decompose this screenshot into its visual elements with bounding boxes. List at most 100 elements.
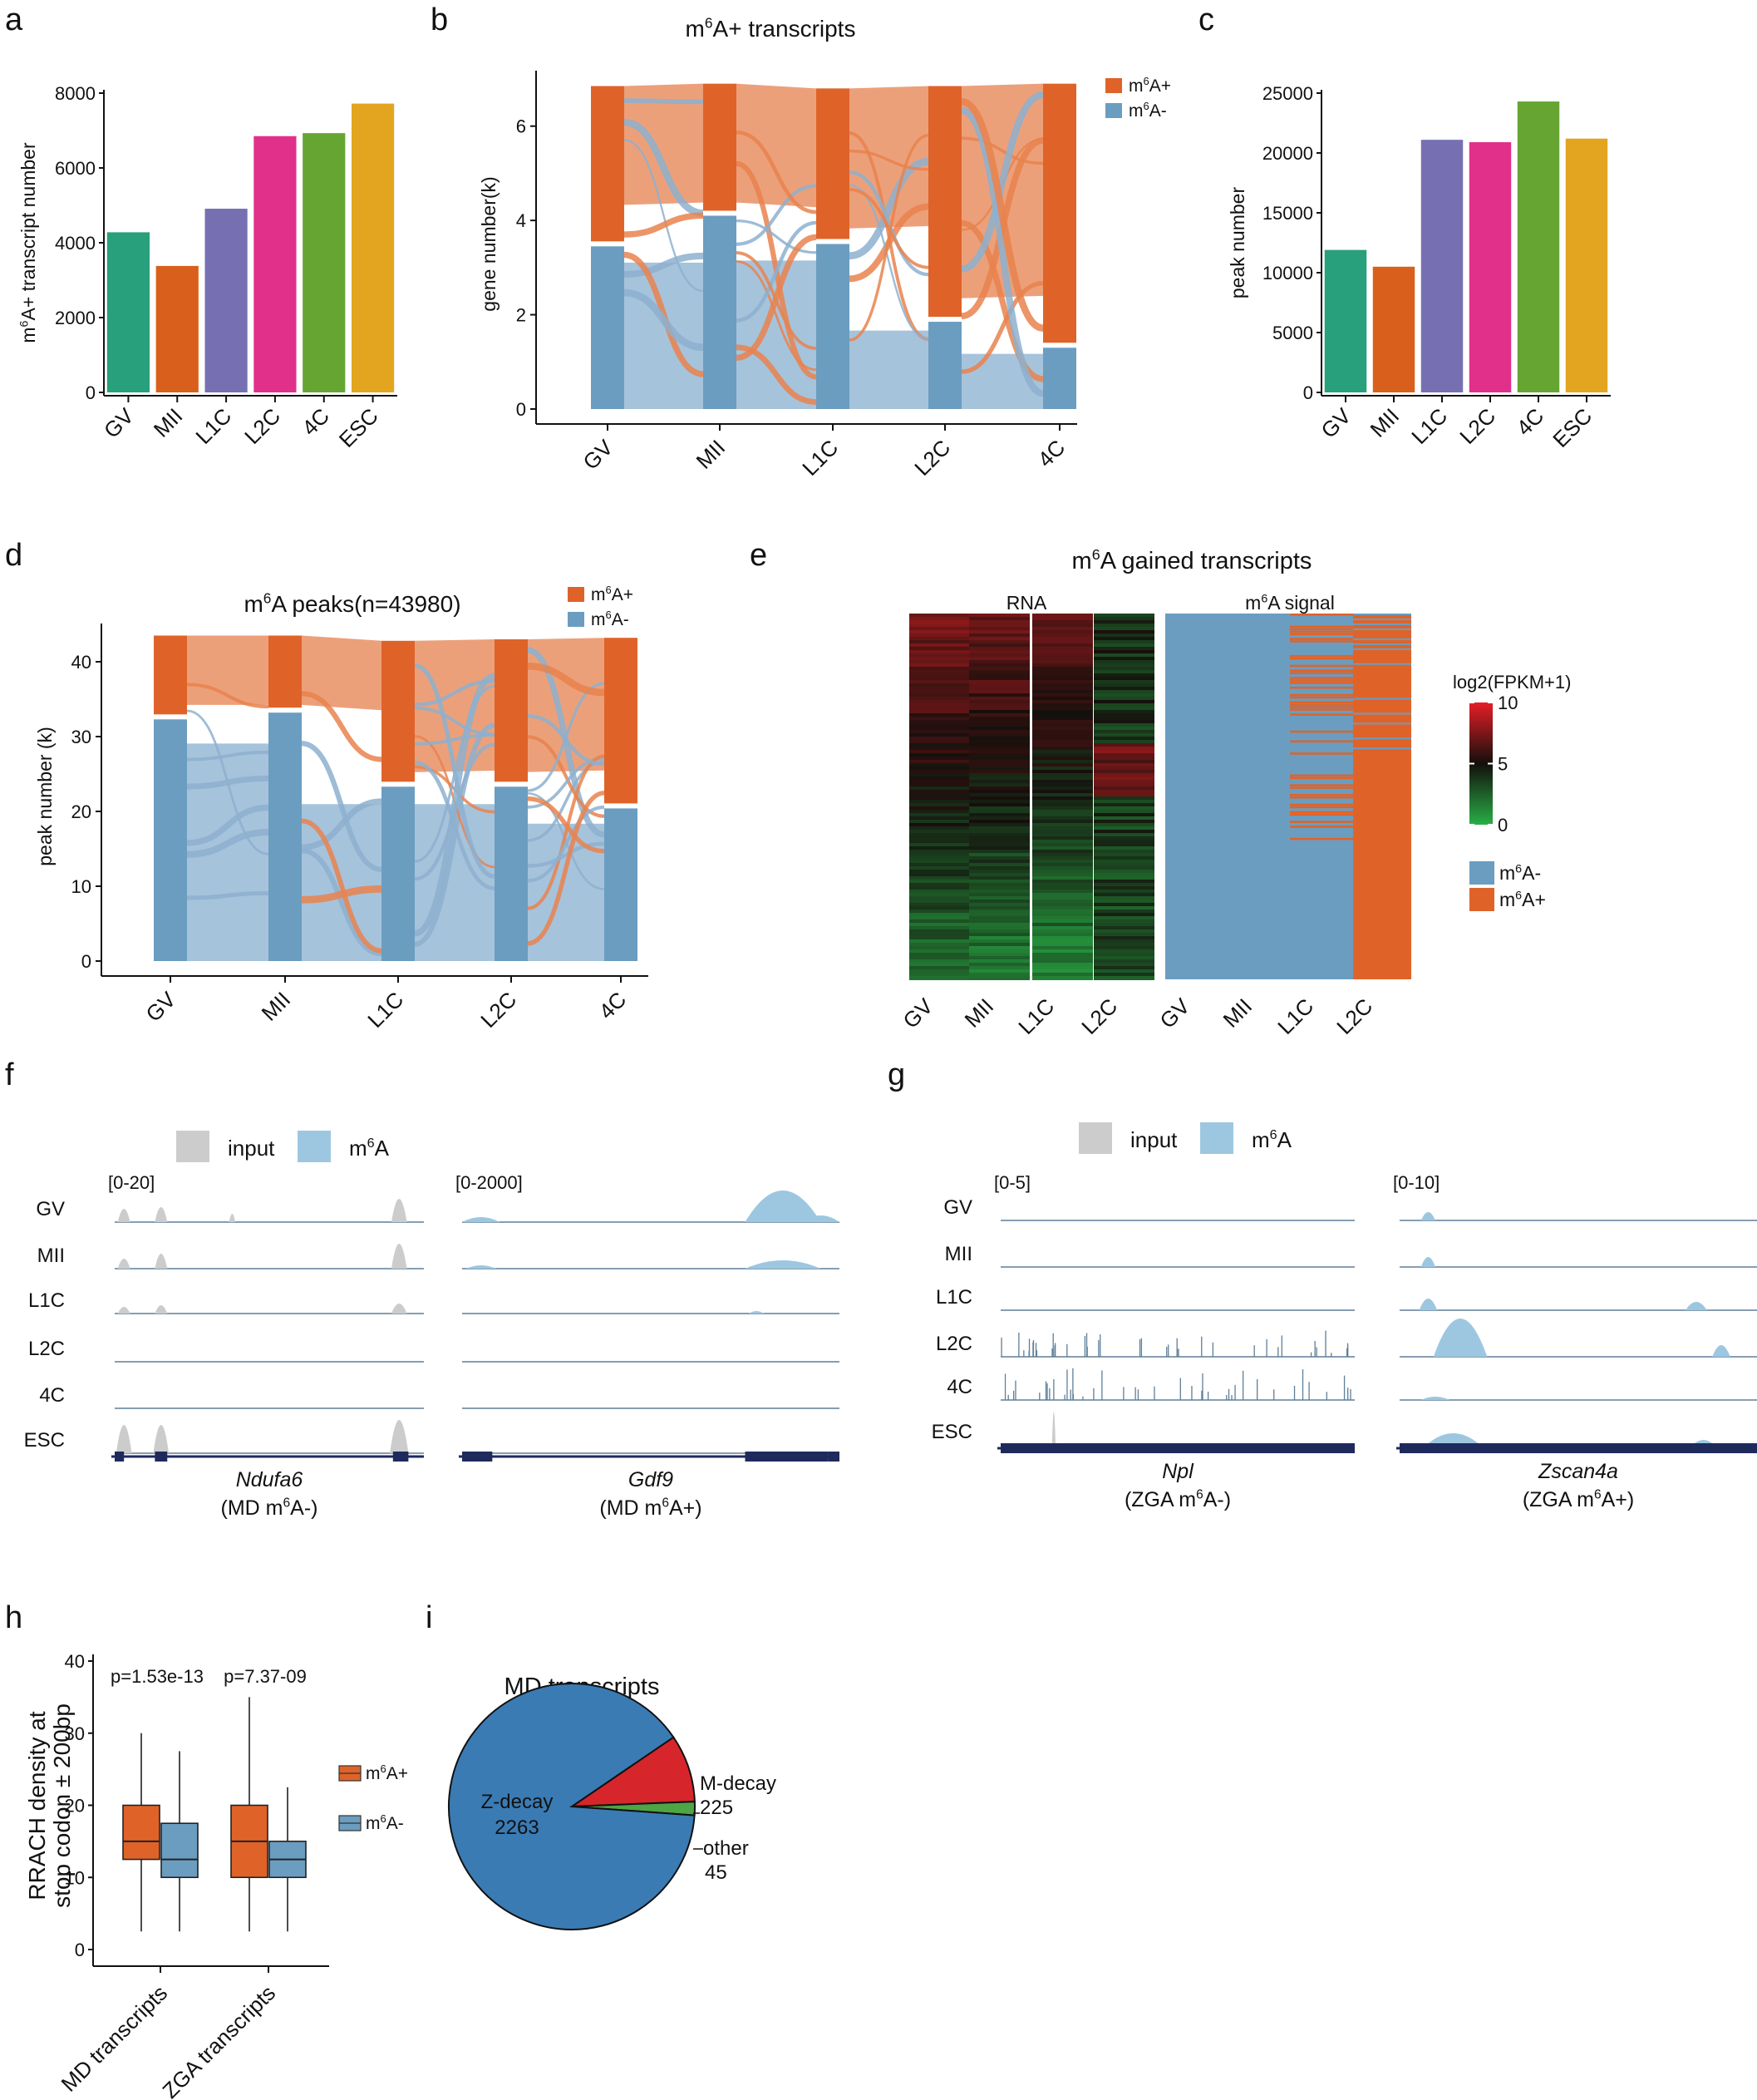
heatmap-cell-rna <box>1032 910 1093 914</box>
panel-letter-f: f <box>5 1057 14 1092</box>
flow-ribbon <box>623 288 704 352</box>
heatmap-cell-rna <box>909 620 970 624</box>
flow-ribbon <box>623 139 704 293</box>
bar-neg-GV <box>154 719 187 961</box>
heatmap-cell-rna <box>1094 747 1154 751</box>
heatmap-cell-rna <box>1032 850 1093 854</box>
track-row-label-4C: 4C <box>39 1384 65 1407</box>
heatmap-cell-rna <box>909 893 970 897</box>
heatmap-cell-rna <box>909 840 970 844</box>
heatmap-cell-rna <box>1032 640 1093 644</box>
heatmap-cell-rna <box>909 750 970 754</box>
heatmap-cell-rna <box>909 693 970 698</box>
bar-neg-L2C <box>928 322 962 409</box>
heatmap-cell-rna <box>1032 820 1093 824</box>
heatmap-cell-rna <box>1032 650 1093 654</box>
flow-ribbon <box>527 796 605 854</box>
heatmap-cell-rna <box>1094 860 1154 864</box>
bar-L2C <box>1469 142 1512 393</box>
heatmap-cell-rna <box>1032 903 1093 907</box>
heatmap-cell-rna <box>1094 637 1154 641</box>
bar-neg-4C <box>604 808 637 961</box>
heatmap-m6a-stripe <box>1353 648 1411 650</box>
heatmap-cell-rna <box>969 733 1030 737</box>
bar-pos-4C <box>1043 83 1076 343</box>
legend-label-pos: m6A+ <box>591 584 633 604</box>
heatmap-cell-rna <box>969 710 1030 714</box>
heatmap-cell-rna <box>909 966 970 970</box>
heatmap-cell-rna <box>969 816 1030 821</box>
heatmap-cell-rna <box>909 830 970 834</box>
flow-ribbon <box>414 706 495 737</box>
heatmap-cell-rna <box>1032 840 1093 844</box>
y-tick-label: 10 <box>65 1867 85 1888</box>
heatmap-cell-rna <box>969 697 1030 701</box>
heatmap-cell-rna <box>1094 650 1154 654</box>
x-tick-label-0: MD transcripts <box>57 1980 173 2097</box>
track-row-label-GV: GV <box>943 1196 972 1219</box>
bar-pos-4C <box>604 638 637 804</box>
flow-ribbon <box>186 804 269 846</box>
heatmap-cell-rna <box>1094 773 1154 777</box>
panel-letter-i: i <box>426 1600 432 1635</box>
heatmap-cell-rna <box>1094 776 1154 781</box>
heatmap-cell-rna <box>1032 737 1093 741</box>
heatmap-cell-rna <box>969 870 1030 874</box>
x-tick-label-MII: MII <box>691 435 730 474</box>
heatmap-m6a-stripe <box>1353 737 1411 740</box>
heatmap-cell-rna <box>909 770 970 774</box>
heatmap-cell-rna <box>1032 693 1093 698</box>
legend-label-input: input <box>228 1136 275 1161</box>
gene-model-exon <box>462 1452 493 1462</box>
heatmap-cell-rna <box>909 973 970 977</box>
heatmap-cell-rna <box>1094 643 1154 648</box>
heatmap-cell-rna <box>1094 796 1154 801</box>
heatmap-cell-rna <box>909 820 970 824</box>
heatmap-cell-rna <box>969 939 1030 944</box>
heatmap-cell-rna <box>1032 770 1093 774</box>
heatmap-cell-rna <box>909 773 970 777</box>
heatmap-cell-rna <box>1094 949 1154 954</box>
y-tick-label: 2000 <box>55 308 96 328</box>
heatmap-cell-rna <box>1094 830 1154 834</box>
bar-L1C <box>204 209 248 392</box>
bar-ESC <box>351 103 395 392</box>
heatmap-cell-rna <box>969 963 1030 967</box>
heatmap-cell-rna <box>1032 796 1093 801</box>
heatmap-cell-rna <box>1094 946 1154 950</box>
heatmap-cell-rna <box>1094 624 1154 628</box>
heatmap-cell-rna <box>909 660 970 664</box>
heatmap-m6a-stripe <box>1290 664 1353 668</box>
y-tick-label: 4 <box>516 210 526 231</box>
panel-letter-h: h <box>5 1600 22 1635</box>
heatmap-cell-rna <box>909 969 970 974</box>
heatmap-cell-rna <box>1032 913 1093 917</box>
heatmap-cell-rna <box>909 803 970 807</box>
track-row-label-ESC: ESC <box>24 1429 65 1452</box>
heatmap-m6a-stripe <box>1353 698 1411 700</box>
heatmap-m6a-stripe <box>1290 682 1353 684</box>
gene-name-right: Zscan4a <box>1538 1460 1618 1483</box>
heatmap-m6a-stripe <box>1290 630 1353 633</box>
heatmap-cell-rna <box>1094 717 1154 721</box>
bar-neg-MII <box>703 215 736 409</box>
x-tick-label-4C: 4C <box>1033 435 1070 472</box>
flow-ribbon <box>186 750 269 762</box>
track-scale-left: [0-20] <box>108 1172 155 1193</box>
heatmap-cell-rna <box>969 786 1030 791</box>
heatmap-cell-rna <box>1094 680 1154 684</box>
bar-neg-L1C <box>816 244 849 409</box>
heatmap-cell-rna <box>1032 660 1093 664</box>
x-tick-label-GV: GV <box>140 987 180 1027</box>
heatmap-cell-rna <box>909 916 970 920</box>
gene-name-right: Gdf9 <box>628 1468 673 1491</box>
flow-ribbon <box>301 691 382 762</box>
heatmap-cell-rna <box>1094 856 1154 860</box>
heatmap-cell-rna <box>1094 893 1154 897</box>
heatmap-cell-rna <box>969 637 1030 641</box>
heatmap-cell-rna <box>1094 620 1154 624</box>
heatmap-cell-rna <box>969 863 1030 867</box>
heatmap-cell-rna <box>969 946 1030 950</box>
heatmap-cell-rna <box>1032 707 1093 711</box>
heatmap-cell-rna <box>969 620 1030 624</box>
